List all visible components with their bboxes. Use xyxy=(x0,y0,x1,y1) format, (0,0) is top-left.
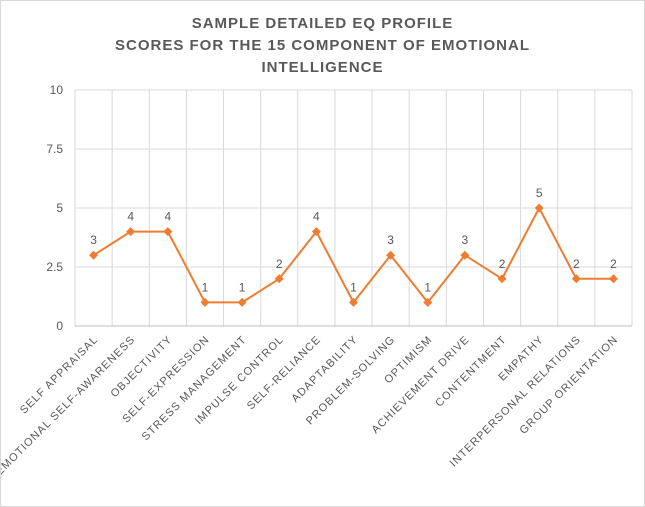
y-tick-label-4: 10 xyxy=(50,83,64,97)
data-label-4: 1 xyxy=(239,280,246,294)
data-point-14 xyxy=(608,274,618,284)
data-label-13: 2 xyxy=(573,257,580,271)
data-label-6: 4 xyxy=(313,210,320,224)
chart-title: SAMPLE DETAILED EQ PROFILE SCORES FOR TH… xyxy=(1,13,644,79)
data-label-8: 3 xyxy=(387,233,394,247)
data-point-2 xyxy=(163,227,173,237)
data-labels: 3 4 4 1 1 2 4 1 3 1 3 2 5 2 2 xyxy=(90,186,617,294)
data-label-1: 4 xyxy=(127,210,134,224)
y-tick-label-1: 2.5 xyxy=(46,260,63,274)
data-point-4 xyxy=(237,297,247,307)
x-tick-label-7: ADAPTABILITY xyxy=(289,334,360,405)
data-point-9 xyxy=(423,297,433,307)
data-label-0: 3 xyxy=(90,233,97,247)
data-label-7: 1 xyxy=(350,280,357,294)
data-point-1 xyxy=(126,227,136,237)
data-label-2: 4 xyxy=(164,210,171,224)
chart-title-line-2: SCORES FOR THE 15 COMPONENT OF EMOTIONAL xyxy=(114,37,531,54)
data-point-6 xyxy=(311,227,321,237)
y-tick-label-0: 0 xyxy=(56,319,63,333)
x-tick-label-13: INTERPERSONAL RELATIONS xyxy=(448,334,584,470)
data-point-5 xyxy=(274,274,284,284)
chart-title-line-3: INTELLIGENCE xyxy=(261,59,384,76)
data-point-11 xyxy=(497,274,507,284)
y-tick-label-3: 7.5 xyxy=(46,142,63,156)
data-label-9: 1 xyxy=(424,280,431,294)
data-label-14: 2 xyxy=(610,257,617,271)
data-point-10 xyxy=(460,250,470,260)
gridlines xyxy=(74,89,633,326)
y-tick-label-2: 5 xyxy=(56,201,63,215)
data-label-12: 5 xyxy=(536,186,543,200)
data-point-8 xyxy=(386,250,396,260)
data-label-3: 1 xyxy=(202,280,209,294)
series-eq-scores xyxy=(89,203,618,307)
data-point-3 xyxy=(200,297,210,307)
data-point-13 xyxy=(571,274,581,284)
data-point-7 xyxy=(349,297,358,307)
data-label-11: 2 xyxy=(499,257,506,271)
data-point-0 xyxy=(89,250,99,260)
data-label-5: 2 xyxy=(276,257,283,271)
data-label-10: 3 xyxy=(462,233,469,247)
data-point-12 xyxy=(534,203,544,213)
x-tick-label-11: CONTENTMENT xyxy=(433,334,509,410)
chart-title-line-1: SAMPLE DETAILED EQ PROFILE xyxy=(191,15,454,32)
